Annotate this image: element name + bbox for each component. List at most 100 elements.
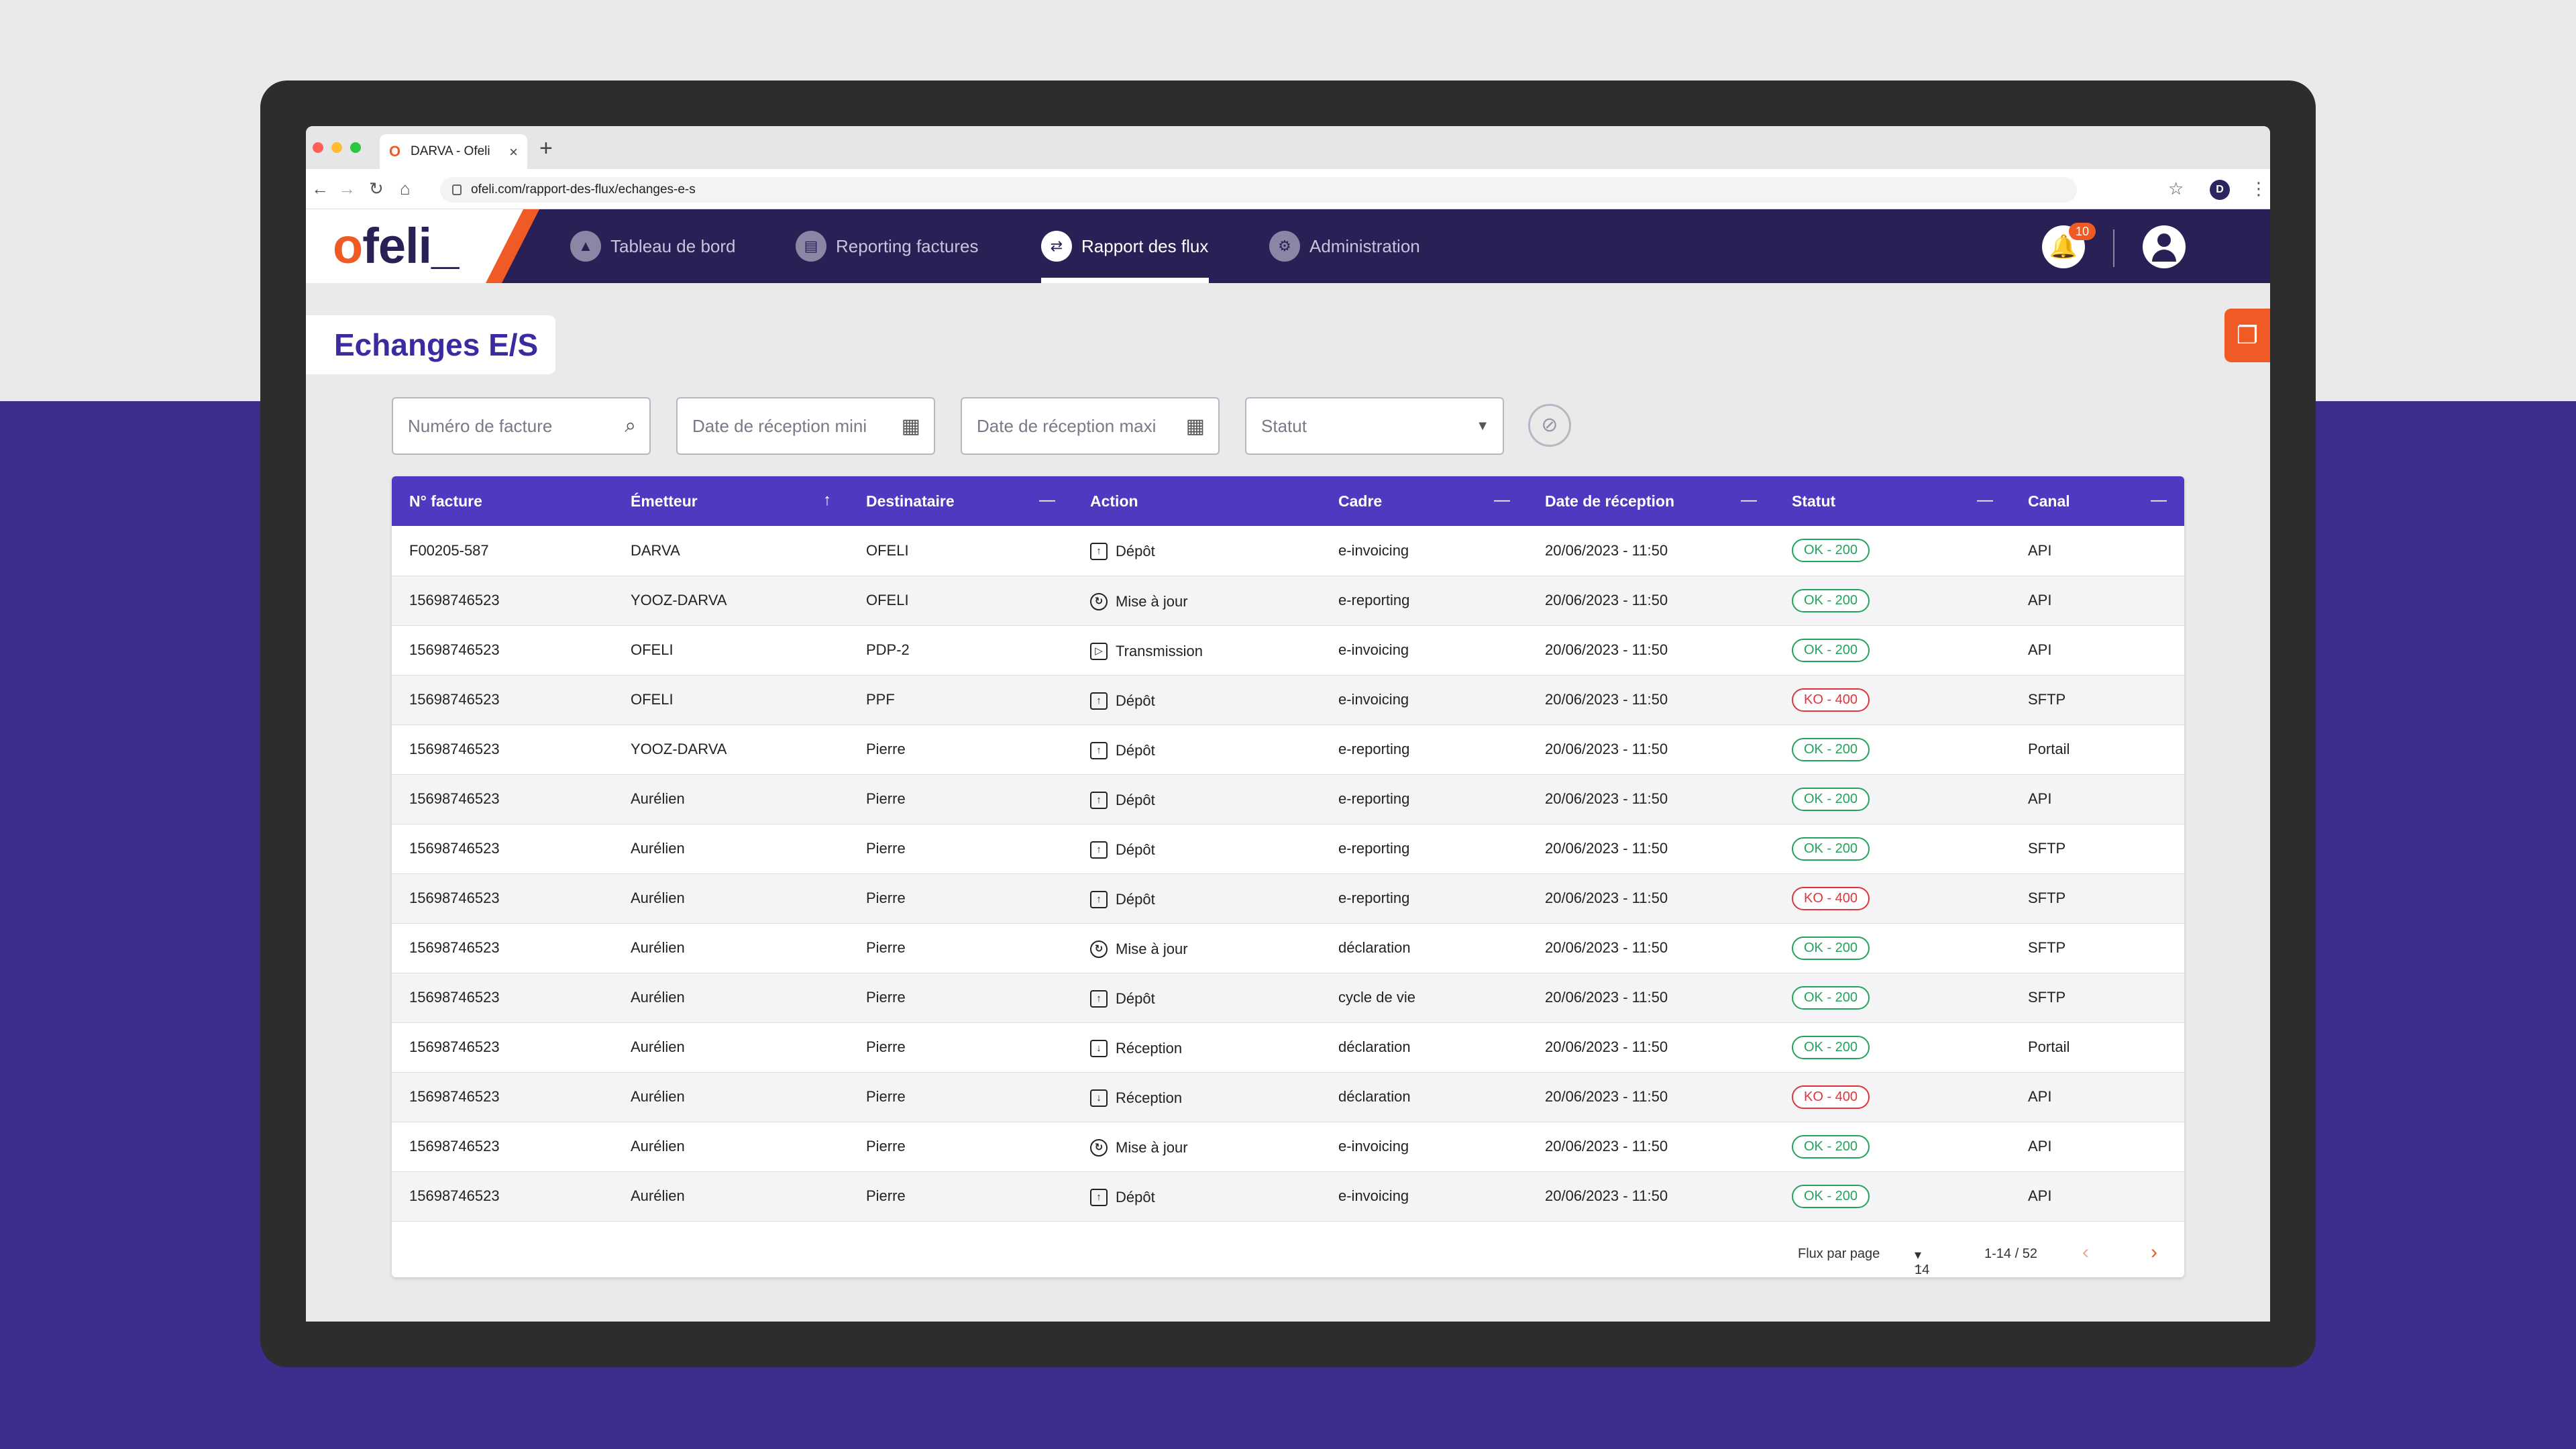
side-panel-document-icon[interactable]: ❐ [2224,309,2270,362]
calendar-icon[interactable]: ▦ [1185,415,1205,437]
column-menu-icon[interactable]: — [1977,491,1993,509]
browser-toolbar: ← → ↻ ⌂ ofeli.com/rapport-des-flux/echan… [306,169,2270,209]
user-avatar[interactable] [2143,225,2186,268]
table-row[interactable]: 15698746523 Aurélien Pierre ↑ Dépôt e-reporti… [392,774,2184,824]
cell-cadre: déclaration [1338,939,1411,956]
status-badge: KO - 400 [1792,688,1870,712]
per-page-select[interactable]: 14 ▾ [1915,1248,1930,1277]
flux-table-card: N° facture Émetteur ↑ Destinataire — Actio… [392,476,2184,1277]
column-menu-icon[interactable]: — [1039,491,1055,509]
column-menu-icon[interactable]: — [1741,491,1757,509]
cell-statut: OK - 200 [1774,526,2010,576]
previous-page-icon[interactable]: ‹ [2082,1241,2089,1263]
url-text: ofeli.com/rapport-des-flux/echanges-e-s [471,182,696,197]
folder-upload-icon: ↑ [1090,543,1108,561]
cell-numero: F00205-587 [409,541,489,559]
close-window-button[interactable] [313,142,323,153]
cell-cadre: e-reporting [1338,790,1410,807]
ofeli-logo[interactable]: ofeli_ [333,218,459,274]
close-tab-icon[interactable]: × [509,144,518,160]
cell-emetteur: Aurélien [631,1138,685,1155]
table-row[interactable]: 15698746523 Aurélien Pierre ↻ Mise à jour déc… [392,923,2184,973]
cell-numero: 15698746523 [409,939,500,956]
reload-icon[interactable]: ↻ [369,178,384,199]
cell-canal: API [2028,541,2052,559]
nav-reporting-factures[interactable]: ▤ Reporting factures [796,209,978,283]
status-badge: KO - 400 [1792,886,1870,910]
column-menu-icon[interactable]: — [1494,491,1510,509]
action-label: Mise à jour [1116,940,1188,957]
clear-filters-icon[interactable]: ⊘ [1528,404,1571,447]
table-row[interactable]: 15698746523 Aurélien Pierre ↑ Dépôt e-invoici… [392,1171,2184,1221]
date-min-placeholder: Date de réception mini [692,415,867,436]
forward-icon[interactable]: → [338,178,356,199]
nav-rapport-des-flux[interactable]: ⇄ Rapport des flux [1041,209,1208,283]
action-label: Dépôt [1116,791,1155,808]
cell-statut: OK - 200 [1774,576,2010,625]
cell-action: ↑ Dépôt [1073,824,1321,873]
invoice-number-search-input[interactable]: Numéro de facture ⌕ [392,397,651,455]
status-badge: OK - 200 [1792,936,1870,960]
table-row[interactable]: 15698746523 Aurélien Pierre ↑ Dépôt e-reporti… [392,873,2184,923]
browser-menu-icon[interactable]: ⋮ [2250,178,2267,199]
column-header-numero[interactable]: N° facture [409,492,482,510]
nav-tableau-de-bord[interactable]: ▲ Tableau de bord [570,209,735,283]
cell-date: 20/06/2023 - 11:50 [1545,989,1668,1006]
cell-action: ↑ Dépôt [1073,526,1321,576]
table-row[interactable]: 15698746523 Aurélien Pierre ↓ Réception décla… [392,1022,2184,1072]
cell-action: ↻ Mise à jour [1073,1122,1321,1171]
back-icon[interactable]: ← [311,178,329,199]
cell-statut: OK - 200 [1774,625,2010,675]
next-page-icon[interactable]: › [2151,1241,2157,1263]
update-icon: ↻ [1090,940,1108,958]
nav-administration[interactable]: ⚙ Administration [1269,209,1420,283]
browser-profile-avatar[interactable]: D [2210,180,2230,200]
cell-statut: OK - 200 [1774,1122,2010,1171]
calendar-icon[interactable]: ▦ [901,415,920,437]
download-icon: ↓ [1090,1039,1108,1057]
swap-icon: ⇄ [1041,231,1072,262]
action-label: Dépôt [1116,741,1155,759]
column-header-emetteur[interactable]: Émetteur ↑ [631,491,831,510]
table-row[interactable]: 15698746523 Aurélien Pierre ↑ Dépôt cycle de … [392,973,2184,1022]
date-min-input[interactable]: Date de réception mini ▦ [676,397,935,455]
minimize-window-button[interactable] [331,142,342,153]
cell-action: ↻ Mise à jour [1073,923,1321,973]
cell-emetteur: Aurélien [631,790,685,807]
table-row[interactable]: 15698746523 YOOZ-DARVA Pierre ↑ Dépôt e-repor… [392,724,2184,774]
notification-bell-icon[interactable]: 🔔 [2042,225,2085,268]
column-header-cadre[interactable]: Cadre — [1338,491,1510,510]
column-header-canal[interactable]: Canal — [2028,491,2167,510]
home-icon[interactable]: ⌂ [400,178,411,199]
table-row[interactable]: 15698746523 OFELI PPF ↑ Dépôt e-invoicing 20/0… [392,675,2184,724]
cell-action: ↑ Dépôt [1073,873,1321,923]
column-header-destinataire[interactable]: Destinataire — [866,491,1055,510]
table-row[interactable]: 15698746523 OFELI PDP-2 ▷ Transmission e-invo… [392,625,2184,675]
column-menu-icon[interactable]: — [2151,491,2167,509]
date-max-input[interactable]: Date de réception maxi ▦ [961,397,1220,455]
cell-numero: 15698746523 [409,1038,500,1055]
send-icon: ▷ [1090,642,1108,660]
status-select[interactable]: Statut ▼ [1245,397,1504,455]
browser-tab[interactable]: O DARVA - Ofeli × [380,134,527,169]
table-row[interactable]: F00205-587 DARVA OFELI ↑ Dépôt e-invoicing 20/… [392,526,2184,576]
search-icon: ⌕ [625,415,636,437]
table-row[interactable]: 15698746523 Aurélien Pierre ↓ Réception décla… [392,1072,2184,1122]
column-header-action[interactable]: Action [1090,492,1138,510]
cell-statut: OK - 200 [1774,1171,2010,1221]
table-row[interactable]: 15698746523 Aurélien Pierre ↻ Mise à jour e-i… [392,1122,2184,1171]
maximize-window-button[interactable] [350,142,361,153]
column-header-date[interactable]: Date de réception — [1545,491,1757,510]
bookmark-star-icon[interactable]: ☆ [2168,178,2184,199]
per-page-label: Flux par page [1798,1246,1880,1261]
cell-date: 20/06/2023 - 11:50 [1545,741,1668,757]
url-bar[interactable]: ofeli.com/rapport-des-flux/echanges-e-s [440,177,2077,203]
table-row[interactable]: 15698746523 Aurélien Pierre ↑ Dépôt e-reporti… [392,824,2184,873]
action-label: Dépôt [1116,890,1155,908]
column-header-statut[interactable]: Statut — [1792,491,1993,510]
new-tab-icon[interactable]: + [539,136,553,161]
sort-ascending-icon[interactable]: ↑ [823,491,831,509]
cell-cadre: cycle de vie [1338,989,1415,1006]
nav-label: Administration [1309,235,1420,256]
table-row[interactable]: 15698746523 YOOZ-DARVA OFELI ↻ Mise à jour e-… [392,576,2184,625]
